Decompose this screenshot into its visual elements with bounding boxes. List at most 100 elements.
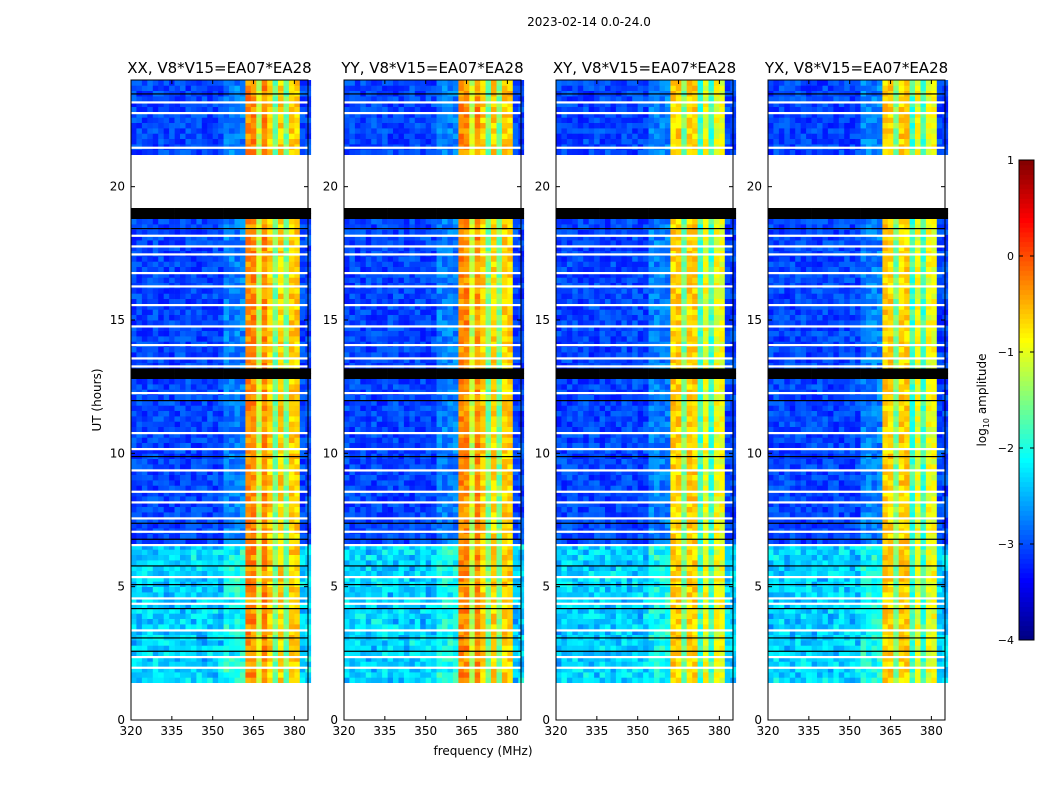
heatmap-cell xyxy=(207,298,213,305)
heatmap-cell xyxy=(272,560,279,566)
heatmap-cell xyxy=(288,245,295,251)
heatmap-cell xyxy=(207,405,213,411)
heatmap-cell xyxy=(223,586,230,593)
heatmap-cell xyxy=(163,512,170,518)
heatmap-cell xyxy=(250,560,257,566)
heatmap-cell xyxy=(485,485,492,491)
heatmap-cell xyxy=(272,298,279,305)
heatmap-cell xyxy=(267,640,273,646)
heatmap-cell xyxy=(436,437,443,443)
heatmap-cell xyxy=(283,394,290,401)
heatmap-cell xyxy=(376,629,383,635)
heatmap-cell xyxy=(288,597,295,603)
heatmap-cell xyxy=(158,613,164,619)
heatmap-cell xyxy=(491,442,497,449)
heatmap-cell xyxy=(507,560,514,566)
heatmap-cell xyxy=(223,352,230,358)
heatmap-cell xyxy=(272,394,279,401)
heatmap-cell xyxy=(250,96,257,102)
heatmap-cell xyxy=(267,256,273,262)
heatmap-cell xyxy=(250,512,257,518)
heatmap-cell xyxy=(387,496,394,502)
heatmap-cell xyxy=(376,474,383,481)
heatmap-cell xyxy=(299,378,306,385)
heatmap-cell xyxy=(158,240,164,246)
heatmap-cell xyxy=(131,240,137,246)
heatmap-cell xyxy=(480,517,486,523)
heatmap-cell xyxy=(507,522,514,529)
heatmap-cell xyxy=(299,650,306,657)
heatmap-cell xyxy=(158,410,164,417)
heatmap-cell xyxy=(283,352,290,358)
heatmap-cell xyxy=(463,586,470,593)
heatmap-cell xyxy=(442,490,448,497)
heatmap-cell xyxy=(393,640,399,646)
heatmap-cell xyxy=(131,106,137,113)
heatmap-cell xyxy=(185,608,192,614)
heatmap-cell xyxy=(245,309,252,315)
heatmap-cell xyxy=(272,645,279,651)
heatmap-cell xyxy=(141,149,148,155)
heatmap-cell xyxy=(180,336,186,342)
heatmap-cell xyxy=(294,597,301,603)
heatmap-cell xyxy=(169,538,175,545)
heatmap-cell xyxy=(267,458,273,465)
heatmap-cell xyxy=(288,229,295,235)
heatmap-cell xyxy=(250,117,257,123)
heatmap-cell xyxy=(169,672,175,678)
heatmap-cell xyxy=(141,96,148,102)
heatmap-cell xyxy=(229,314,235,321)
heatmap-cell xyxy=(474,538,481,545)
heatmap-cell xyxy=(414,560,421,566)
heatmap-cell xyxy=(229,496,235,502)
heatmap-cell xyxy=(196,533,203,539)
heatmap-cell xyxy=(288,544,295,550)
heatmap-cell xyxy=(147,474,154,481)
heatmap-cell xyxy=(250,122,257,129)
heatmap-cell xyxy=(163,277,170,283)
heatmap-cell xyxy=(382,565,388,571)
heatmap-cell xyxy=(299,517,306,523)
heatmap-cell xyxy=(158,394,164,401)
heatmap-cell xyxy=(344,549,350,555)
heatmap-cell xyxy=(458,624,465,630)
heatmap-cell xyxy=(180,592,186,598)
heatmap-cell xyxy=(201,229,208,235)
heatmap-cell xyxy=(239,426,246,433)
heatmap-cell xyxy=(147,96,154,102)
heatmap-cell xyxy=(474,666,481,673)
heatmap-cell xyxy=(158,405,164,411)
heatmap-cell xyxy=(234,405,241,411)
heatmap-cell xyxy=(131,373,137,379)
heatmap-cell xyxy=(245,576,252,582)
heatmap-cell xyxy=(288,496,295,502)
heatmap-cell xyxy=(371,522,377,529)
heatmap-cell xyxy=(141,666,148,673)
heatmap-cell xyxy=(267,394,273,401)
heatmap-cell xyxy=(469,586,476,593)
heatmap-cell xyxy=(174,352,181,358)
heatmap-cell xyxy=(223,410,230,417)
heatmap-cell xyxy=(147,544,154,550)
heatmap-cell xyxy=(185,442,192,449)
heatmap-cell xyxy=(234,117,241,123)
heatmap-cell xyxy=(196,101,203,107)
heatmap-cell xyxy=(272,234,279,241)
heatmap-cell xyxy=(365,474,372,481)
heatmap-cell xyxy=(387,629,394,635)
heatmap-cell xyxy=(223,432,230,438)
heatmap-cell xyxy=(223,448,230,454)
heatmap-cell xyxy=(420,485,426,491)
heatmap-cell xyxy=(152,480,159,486)
heatmap-cell xyxy=(190,517,197,523)
heatmap-cell xyxy=(414,464,421,470)
heatmap-cell xyxy=(141,229,148,235)
heatmap-cell xyxy=(403,474,410,481)
heatmap-cell xyxy=(272,640,279,646)
heatmap-cell xyxy=(354,624,361,630)
heatmap-cell xyxy=(152,608,159,614)
heatmap-cell xyxy=(196,394,203,401)
heatmap-cell xyxy=(267,336,273,342)
heatmap-cell xyxy=(485,629,492,635)
heatmap-cell xyxy=(234,512,241,518)
